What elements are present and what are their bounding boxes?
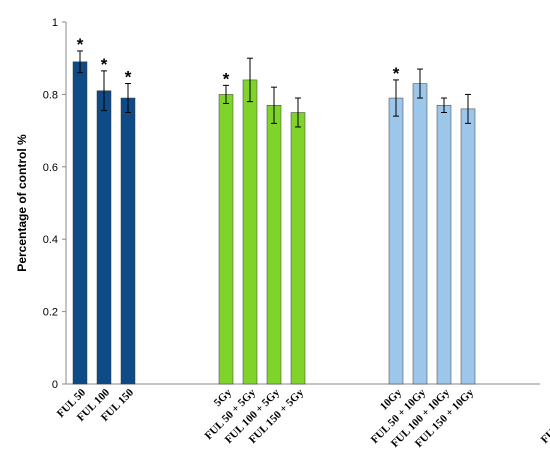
bar — [460, 108, 476, 385]
bar — [266, 105, 282, 385]
y-tick-label: 0.8 — [43, 89, 58, 101]
y-tick-label: 1 — [52, 17, 58, 29]
y-tick-label: 0.2 — [43, 307, 58, 319]
bar — [120, 97, 136, 385]
x-tick-label: FUL 50 + 15Gy — [539, 386, 550, 446]
significance-marker: * — [393, 64, 400, 83]
bar — [412, 83, 428, 385]
y-tick-label: 0.4 — [43, 234, 58, 246]
bar — [218, 94, 234, 385]
bar — [290, 112, 306, 385]
bar — [388, 97, 404, 385]
bar — [96, 90, 112, 385]
bar — [242, 79, 258, 385]
axes: 0 0.2 0.4 0.6 0.8 1 — [43, 17, 540, 391]
y-tick-label: 0 — [52, 379, 58, 391]
y-tick-label: 0.6 — [43, 162, 58, 174]
significance-marker: * — [125, 68, 132, 87]
significance-marker: * — [223, 69, 230, 88]
significance-marker: * — [101, 55, 108, 74]
y-axis-label: Percentage of control % — [15, 134, 29, 272]
significance-marker: * — [77, 35, 84, 54]
bar — [72, 61, 88, 385]
bar — [436, 105, 452, 385]
bars: ****** — [72, 35, 476, 385]
